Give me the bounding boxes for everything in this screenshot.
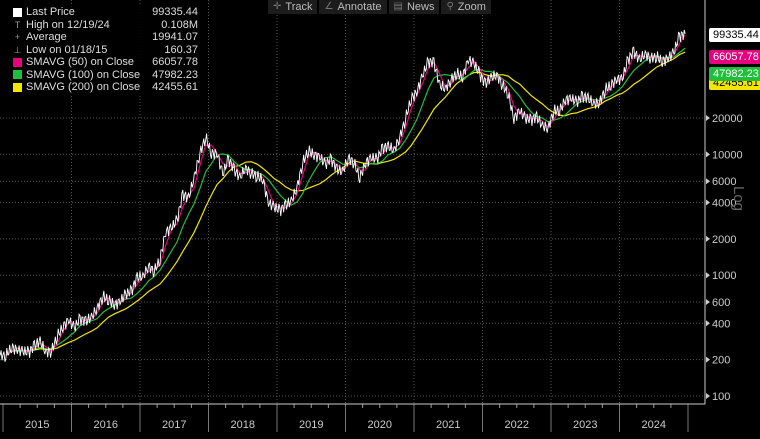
x-tick-label: 2015	[25, 419, 49, 431]
x-tick-label: 2018	[231, 419, 255, 431]
scale-label[interactable]: Log	[730, 185, 748, 212]
last-value-tag: 99335.44	[709, 28, 760, 42]
y-tick-label: 4000	[712, 197, 736, 209]
chart-toolbar: ✛ Track ∠ Annotate ▤ News ⚲ Zoom	[268, 0, 491, 14]
annotate-button[interactable]: ∠ Annotate	[319, 0, 387, 14]
y-tick	[706, 356, 710, 363]
y-tick-label: 400	[712, 318, 730, 330]
y-tick-label: 10000	[712, 149, 743, 161]
zoom-label: Zoom	[457, 1, 486, 13]
y-tick	[706, 298, 710, 305]
swatch-icon	[13, 70, 22, 80]
crosshair-icon: ✛	[273, 1, 282, 12]
legend-value: 99335.44	[152, 6, 198, 18]
x-tick-label: 2016	[94, 419, 118, 431]
legend-label: High on 12/19/24	[26, 18, 110, 31]
y-tick-label: 2000	[712, 234, 736, 246]
legend-item[interactable]: + Average 19941.07	[4, 31, 198, 44]
legend-value: 19941.07	[152, 31, 198, 43]
legend: Last Price 99335.44 T High on 12/19/24 0.108…	[4, 6, 198, 94]
marker-icon: +	[14, 32, 21, 42]
track-button[interactable]: ✛ Track	[268, 0, 318, 14]
legend-item[interactable]: SMAVG (200) on Close 42455.61	[4, 81, 198, 94]
x-tick-label: 2023	[573, 419, 597, 431]
track-label: Track	[285, 1, 313, 13]
last-value-tag: 47982.23	[709, 67, 760, 81]
legend-value: 66057.78	[152, 56, 198, 68]
news-label: News	[406, 1, 435, 13]
annotate-label: Annotate	[337, 1, 382, 13]
marker-icon: T	[14, 19, 21, 30]
y-tick	[706, 178, 710, 185]
sma-line-3	[5, 51, 686, 356]
legend-label: Average	[26, 31, 67, 43]
x-tick-label: 2019	[299, 419, 323, 431]
legend-value: 160.37	[164, 43, 198, 56]
x-tick-label: 2024	[642, 419, 666, 431]
legend-label: Low on 01/18/15	[26, 43, 108, 56]
legend-value: 42455.61	[152, 81, 198, 93]
x-tick-label: 2017	[162, 419, 186, 431]
y-tick	[706, 393, 710, 399]
x-tick-label: 2022	[505, 419, 529, 431]
legend-label: SMAVG (50) on Close	[26, 56, 135, 68]
legend-label: SMAVG (200) on Close	[26, 81, 141, 93]
y-tick	[706, 235, 710, 242]
y-tick-label: 200	[712, 355, 730, 367]
y-tick	[706, 199, 710, 206]
y-tick-label: 20000	[712, 113, 743, 125]
y-tick	[706, 151, 710, 158]
y-tick	[706, 115, 710, 122]
marker-icon: ⊥	[13, 44, 22, 55]
legend-label: Last Price	[26, 6, 75, 18]
legend-value: 47982.23	[152, 68, 198, 81]
swatch-icon	[13, 82, 22, 92]
news-button[interactable]: ▤ News	[388, 0, 440, 14]
last-value-tag: 66057.78	[709, 50, 760, 64]
x-tick-label: 2021	[436, 419, 460, 431]
y-tick-label: 6000	[712, 176, 736, 188]
pencil-icon: ∠	[324, 1, 334, 12]
x-tick-label: 2020	[368, 419, 392, 431]
price-line	[0, 29, 686, 362]
zoom-button[interactable]: ⚲ Zoom	[441, 0, 491, 14]
legend-value: 0.108M	[161, 18, 198, 31]
magnifier-icon: ⚲	[446, 1, 454, 12]
legend-item[interactable]: SMAVG (50) on Close 66057.78	[4, 56, 198, 69]
news-icon: ▤	[393, 1, 403, 12]
legend-item[interactable]: Last Price 99335.44	[4, 6, 198, 19]
legend-item[interactable]: SMAVG (100) on Close 47982.23	[4, 69, 198, 82]
y-tick	[706, 320, 710, 327]
y-tick-label: 1000	[712, 270, 736, 282]
y-tick-label: 100	[712, 391, 730, 403]
y-tick	[706, 272, 710, 279]
swatch-icon	[13, 57, 22, 67]
legend-item[interactable]: T High on 12/19/24 0.108M	[4, 19, 198, 32]
legend-label: SMAVG (100) on Close	[26, 68, 141, 81]
legend-item[interactable]: ⊥ Low on 01/18/15 160.37	[4, 44, 198, 57]
swatch-icon	[13, 7, 22, 17]
y-tick-label: 600	[712, 297, 730, 309]
